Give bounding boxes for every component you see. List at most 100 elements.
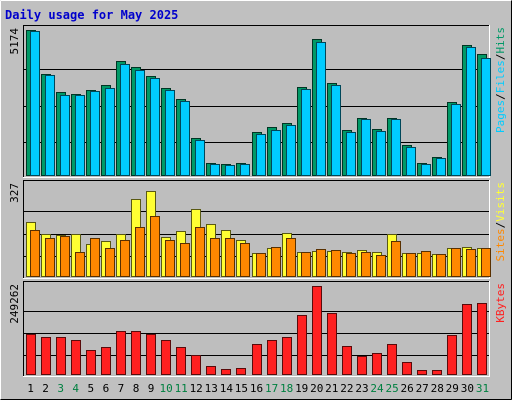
legend-separator: / <box>494 54 507 61</box>
y-max-label: 5174 <box>8 28 21 55</box>
bar-sites-day-16 <box>256 253 266 277</box>
bar-sites-day-31 <box>481 248 491 277</box>
bar-sites-day-17 <box>271 247 281 277</box>
bar-sites-day-21 <box>331 250 341 277</box>
bar-files-day-7 <box>120 64 130 176</box>
x-tick-label-day-1: 1 <box>27 382 34 395</box>
bar-kbytes-day-27 <box>417 370 427 375</box>
bar-kbytes-day-22 <box>342 346 352 375</box>
bar-kbytes-day-20 <box>312 286 322 375</box>
legend-entry-kbytes: KBytes <box>494 283 507 323</box>
bar-kbytes-day-26 <box>402 362 412 375</box>
x-tick-label-day-10: 10 <box>159 382 172 395</box>
bar-sites-day-12 <box>195 227 205 277</box>
bar-files-day-28 <box>436 158 446 176</box>
x-tick-label-day-4: 4 <box>72 382 79 395</box>
bar-files-day-8 <box>135 70 145 176</box>
bar-sites-day-15 <box>240 243 250 277</box>
x-tick-label-day-27: 27 <box>416 382 429 395</box>
panel-visits-sites: 327 Sites/Visits <box>8 180 507 279</box>
legend-entry-files: Files <box>494 60 507 93</box>
x-tick-label-day-22: 22 <box>340 382 353 395</box>
bar-files-day-23 <box>361 119 371 176</box>
x-tick-label-day-28: 28 <box>431 382 444 395</box>
legend-kbytes: KBytes <box>494 283 507 323</box>
bar-kbytes-day-28 <box>432 370 442 375</box>
chart-title: Daily usage for May 2025 <box>5 8 178 22</box>
bar-sites-day-2 <box>45 238 55 277</box>
bar-sites-day-24 <box>376 255 386 277</box>
x-tick-label-day-29: 29 <box>446 382 459 395</box>
bar-sites-day-3 <box>60 236 70 277</box>
bar-files-day-29 <box>451 104 461 176</box>
bar-kbytes-day-21 <box>327 313 337 375</box>
panel-kbytes: 249262 KBytes <box>8 281 507 377</box>
bar-kbytes-day-18 <box>282 337 292 375</box>
x-tick-label-day-30: 30 <box>461 382 474 395</box>
legend-entry-sites: Sites <box>494 228 507 261</box>
bar-kbytes-day-6 <box>101 347 111 375</box>
bar-kbytes-day-7 <box>116 331 126 375</box>
x-tick-label-day-18: 18 <box>280 382 293 395</box>
bar-sites-day-4 <box>75 252 85 277</box>
x-tick-label-day-6: 6 <box>103 382 110 395</box>
y-max-label: 327 <box>8 183 21 203</box>
bar-files-day-4 <box>75 95 85 176</box>
bar-sites-day-30 <box>466 249 476 277</box>
legend-entry-hits: Hits <box>494 27 507 54</box>
bar-files-day-10 <box>165 90 175 176</box>
bar-files-day-27 <box>421 164 431 176</box>
bar-kbytes-day-10 <box>161 340 171 375</box>
x-tick-label-day-23: 23 <box>355 382 368 395</box>
bar-kbytes-day-19 <box>297 315 307 375</box>
bar-kbytes-day-12 <box>191 355 201 375</box>
bar-kbytes-day-24 <box>372 353 382 375</box>
bar-sites-day-20 <box>316 249 326 277</box>
legend-entry-visits: Visits <box>494 182 507 222</box>
x-tick-label-day-2: 2 <box>42 382 49 395</box>
legend-visits-sites: Sites/Visits <box>494 182 507 262</box>
legend-entry-pages: Pages <box>494 100 507 133</box>
x-tick-label-day-11: 11 <box>175 382 188 395</box>
bar-files-day-21 <box>331 85 341 176</box>
bar-files-day-3 <box>60 95 70 176</box>
bar-sites-day-5 <box>90 238 100 277</box>
bar-files-day-18 <box>286 125 296 176</box>
bar-kbytes-day-15 <box>236 368 246 375</box>
x-tick-label-day-16: 16 <box>250 382 263 395</box>
bar-sites-day-18 <box>286 238 296 277</box>
bar-kbytes-day-23 <box>357 356 367 375</box>
bar-files-day-17 <box>271 130 281 176</box>
bar-kbytes-day-2 <box>41 337 51 375</box>
bar-files-day-31 <box>481 58 491 176</box>
x-tick-label-day-7: 7 <box>118 382 125 395</box>
bar-sites-day-22 <box>346 253 356 277</box>
bar-kbytes-day-8 <box>131 331 141 375</box>
x-tick-label-day-20: 20 <box>310 382 323 395</box>
bar-sites-day-14 <box>225 238 235 277</box>
bar-kbytes-day-30 <box>462 304 472 375</box>
legend-separator: / <box>494 93 507 100</box>
x-tick-label-day-17: 17 <box>265 382 278 395</box>
bar-files-day-19 <box>301 89 311 176</box>
x-tick-label-day-12: 12 <box>190 382 203 395</box>
bar-files-day-16 <box>256 134 266 176</box>
bar-kbytes-day-5 <box>86 350 96 375</box>
legend-hits-files-pages: Pages/Files/Hits <box>494 27 507 133</box>
x-tick-label-day-19: 19 <box>295 382 308 395</box>
bar-sites-day-25 <box>391 241 401 277</box>
bar-sites-day-27 <box>421 251 431 277</box>
bar-kbytes-day-29 <box>447 335 457 375</box>
x-tick-label-day-24: 24 <box>370 382 384 395</box>
bar-kbytes-day-9 <box>146 334 156 375</box>
bar-files-day-5 <box>90 91 100 176</box>
bar-sites-day-23 <box>361 252 371 277</box>
x-tick-label-day-26: 26 <box>400 382 413 395</box>
bar-kbytes-day-4 <box>71 340 81 375</box>
bar-kbytes-day-13 <box>206 366 216 375</box>
bar-kbytes-day-25 <box>387 344 397 375</box>
bar-kbytes-day-11 <box>176 347 186 375</box>
bar-kbytes-day-3 <box>56 337 66 375</box>
